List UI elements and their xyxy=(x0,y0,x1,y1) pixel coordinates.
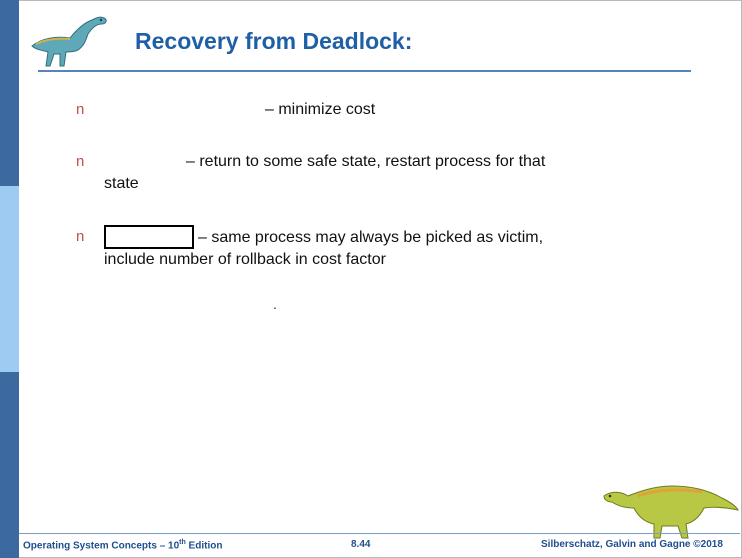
bullet-1-line: – minimize cost xyxy=(265,101,376,118)
bullet-2-line-2: state xyxy=(104,175,139,192)
stray-mark: . xyxy=(273,296,277,312)
footer-page-number: 8.44 xyxy=(351,539,371,550)
bullet-2-text: – return to some safe state, restart pro… xyxy=(104,151,624,195)
footer-divider xyxy=(19,533,740,534)
footer-authors: Silberschatz, Galvin and Gagne ©2018 xyxy=(541,539,723,550)
dinosaur-icon xyxy=(603,485,739,539)
dinosaur-icon xyxy=(31,16,107,67)
bullet-marker: n xyxy=(76,153,85,170)
bullet-2-line-1: – return to some safe state, restart pro… xyxy=(186,153,546,170)
bullet-marker: n xyxy=(76,101,85,118)
bullet-3-text: – same process may always be picked as v… xyxy=(104,225,624,271)
bullet-1-text: – minimize cost xyxy=(104,99,624,121)
bullet-3-line-1: – same process may always be picked as v… xyxy=(198,229,544,246)
slide-title: Recovery from Deadlock: xyxy=(135,28,413,54)
left-strip-top xyxy=(0,0,19,186)
bullet-marker: n xyxy=(76,228,85,245)
title-divider xyxy=(38,70,691,72)
bullet-3-line-2: include number of rollback in cost facto… xyxy=(104,251,386,268)
redacted-term-box xyxy=(104,225,194,249)
left-strip-middle xyxy=(0,186,19,372)
footer-book-title: Operating System Concepts – 10th Edition xyxy=(23,539,223,552)
left-strip-bottom xyxy=(0,372,19,558)
